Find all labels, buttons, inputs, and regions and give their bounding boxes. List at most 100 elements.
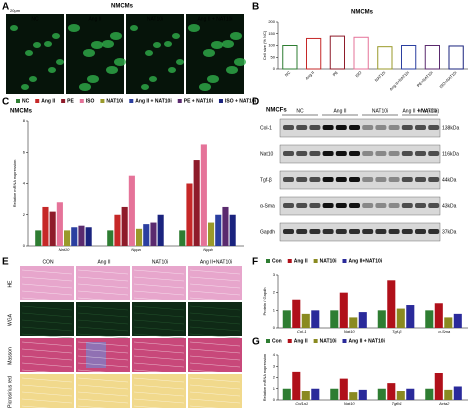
legend-label: Ang II	[294, 258, 308, 264]
fiber	[21, 405, 64, 409]
cell	[130, 25, 138, 31]
column-label: NAT10i	[147, 16, 163, 22]
band	[428, 203, 440, 208]
band	[283, 229, 294, 234]
fiber	[21, 326, 73, 332]
bar	[215, 214, 222, 246]
cell	[33, 42, 41, 48]
y-tick-label: 3	[273, 272, 276, 277]
fiber	[77, 312, 129, 318]
row-label: α-Sma	[260, 203, 275, 209]
x-tick-label: NC	[284, 70, 292, 78]
fiber	[21, 369, 73, 375]
fiber	[21, 391, 73, 397]
band	[388, 125, 400, 130]
cell	[176, 59, 184, 65]
y-tick-label: 2	[23, 212, 26, 217]
cell	[102, 40, 114, 48]
band	[388, 229, 400, 234]
fiber	[133, 326, 185, 332]
legend-label: Ang II + NAT10i	[135, 98, 172, 104]
band	[283, 203, 294, 208]
x-tick-label: ISO	[354, 70, 362, 78]
column-label: NC	[296, 108, 304, 114]
fiber	[77, 297, 129, 303]
fiber	[21, 297, 73, 303]
bar	[35, 230, 42, 246]
band	[375, 203, 387, 208]
bar	[301, 391, 310, 400]
fiber	[21, 276, 73, 282]
bar	[448, 45, 464, 70]
legend-swatch	[218, 99, 223, 103]
legend-swatch	[16, 99, 20, 103]
fiber	[21, 283, 73, 289]
bar	[330, 388, 339, 400]
bar	[49, 211, 56, 246]
band	[362, 203, 374, 208]
cell	[207, 75, 219, 83]
fiber	[189, 377, 241, 383]
y-tick-label: 0	[273, 325, 276, 330]
cell	[114, 58, 126, 66]
column-label: Ang II	[97, 259, 110, 265]
band	[309, 177, 321, 182]
cell	[21, 84, 29, 90]
fiber	[133, 377, 185, 383]
row-label: Masson	[7, 347, 13, 365]
fiber	[133, 276, 185, 282]
bar	[143, 224, 150, 246]
fiber	[21, 355, 73, 361]
band	[401, 177, 413, 182]
bar	[406, 388, 415, 400]
bar	[292, 299, 301, 328]
cell	[222, 40, 234, 48]
legend-label: PE	[67, 98, 74, 104]
legend-swatch	[129, 99, 134, 103]
legend-swatch	[61, 99, 66, 103]
histology	[132, 266, 186, 300]
fiber	[77, 405, 120, 409]
chart-title: NMCMs	[10, 109, 33, 115]
cell	[188, 24, 200, 32]
band	[283, 177, 294, 182]
x-tick-label: Nppa	[131, 247, 141, 252]
bar	[339, 378, 348, 400]
column-label: NC	[31, 16, 39, 22]
bar	[64, 230, 71, 246]
fiber	[189, 326, 241, 332]
histology	[76, 302, 130, 336]
x-tick-label: PE	[332, 70, 340, 78]
fiber	[133, 391, 185, 397]
bar	[396, 308, 405, 328]
y-tick-label: 8	[23, 118, 26, 123]
bar	[229, 214, 236, 246]
cell	[141, 84, 149, 90]
panel-label: F	[252, 257, 258, 268]
y-tick-label: 0	[273, 66, 276, 71]
histology	[20, 338, 74, 372]
cell	[10, 25, 18, 31]
band	[362, 125, 374, 130]
fiber	[21, 398, 73, 404]
bar	[128, 175, 135, 246]
legend-label: Ang II + NAT10i	[348, 338, 385, 344]
bar	[358, 312, 367, 328]
row-label: Col-1	[260, 125, 272, 131]
x-tick-label: Nat10	[59, 247, 70, 252]
band	[375, 229, 387, 234]
band	[335, 229, 347, 234]
panel-label: B	[252, 2, 259, 13]
legend-swatch	[287, 259, 292, 263]
column-label: NAT10i	[152, 259, 168, 265]
bar	[71, 227, 78, 246]
histology	[188, 374, 242, 408]
y-tick-label: 1	[273, 307, 276, 312]
histology	[20, 374, 74, 408]
x-tick-label: Ang II	[304, 70, 315, 81]
y-tick-label: 6	[23, 149, 26, 154]
band	[401, 125, 413, 130]
y-axis-label: Relative mRNA expression	[262, 354, 267, 402]
legend-label: NAT10i	[320, 258, 337, 264]
y-tick-label: 4	[273, 352, 276, 357]
